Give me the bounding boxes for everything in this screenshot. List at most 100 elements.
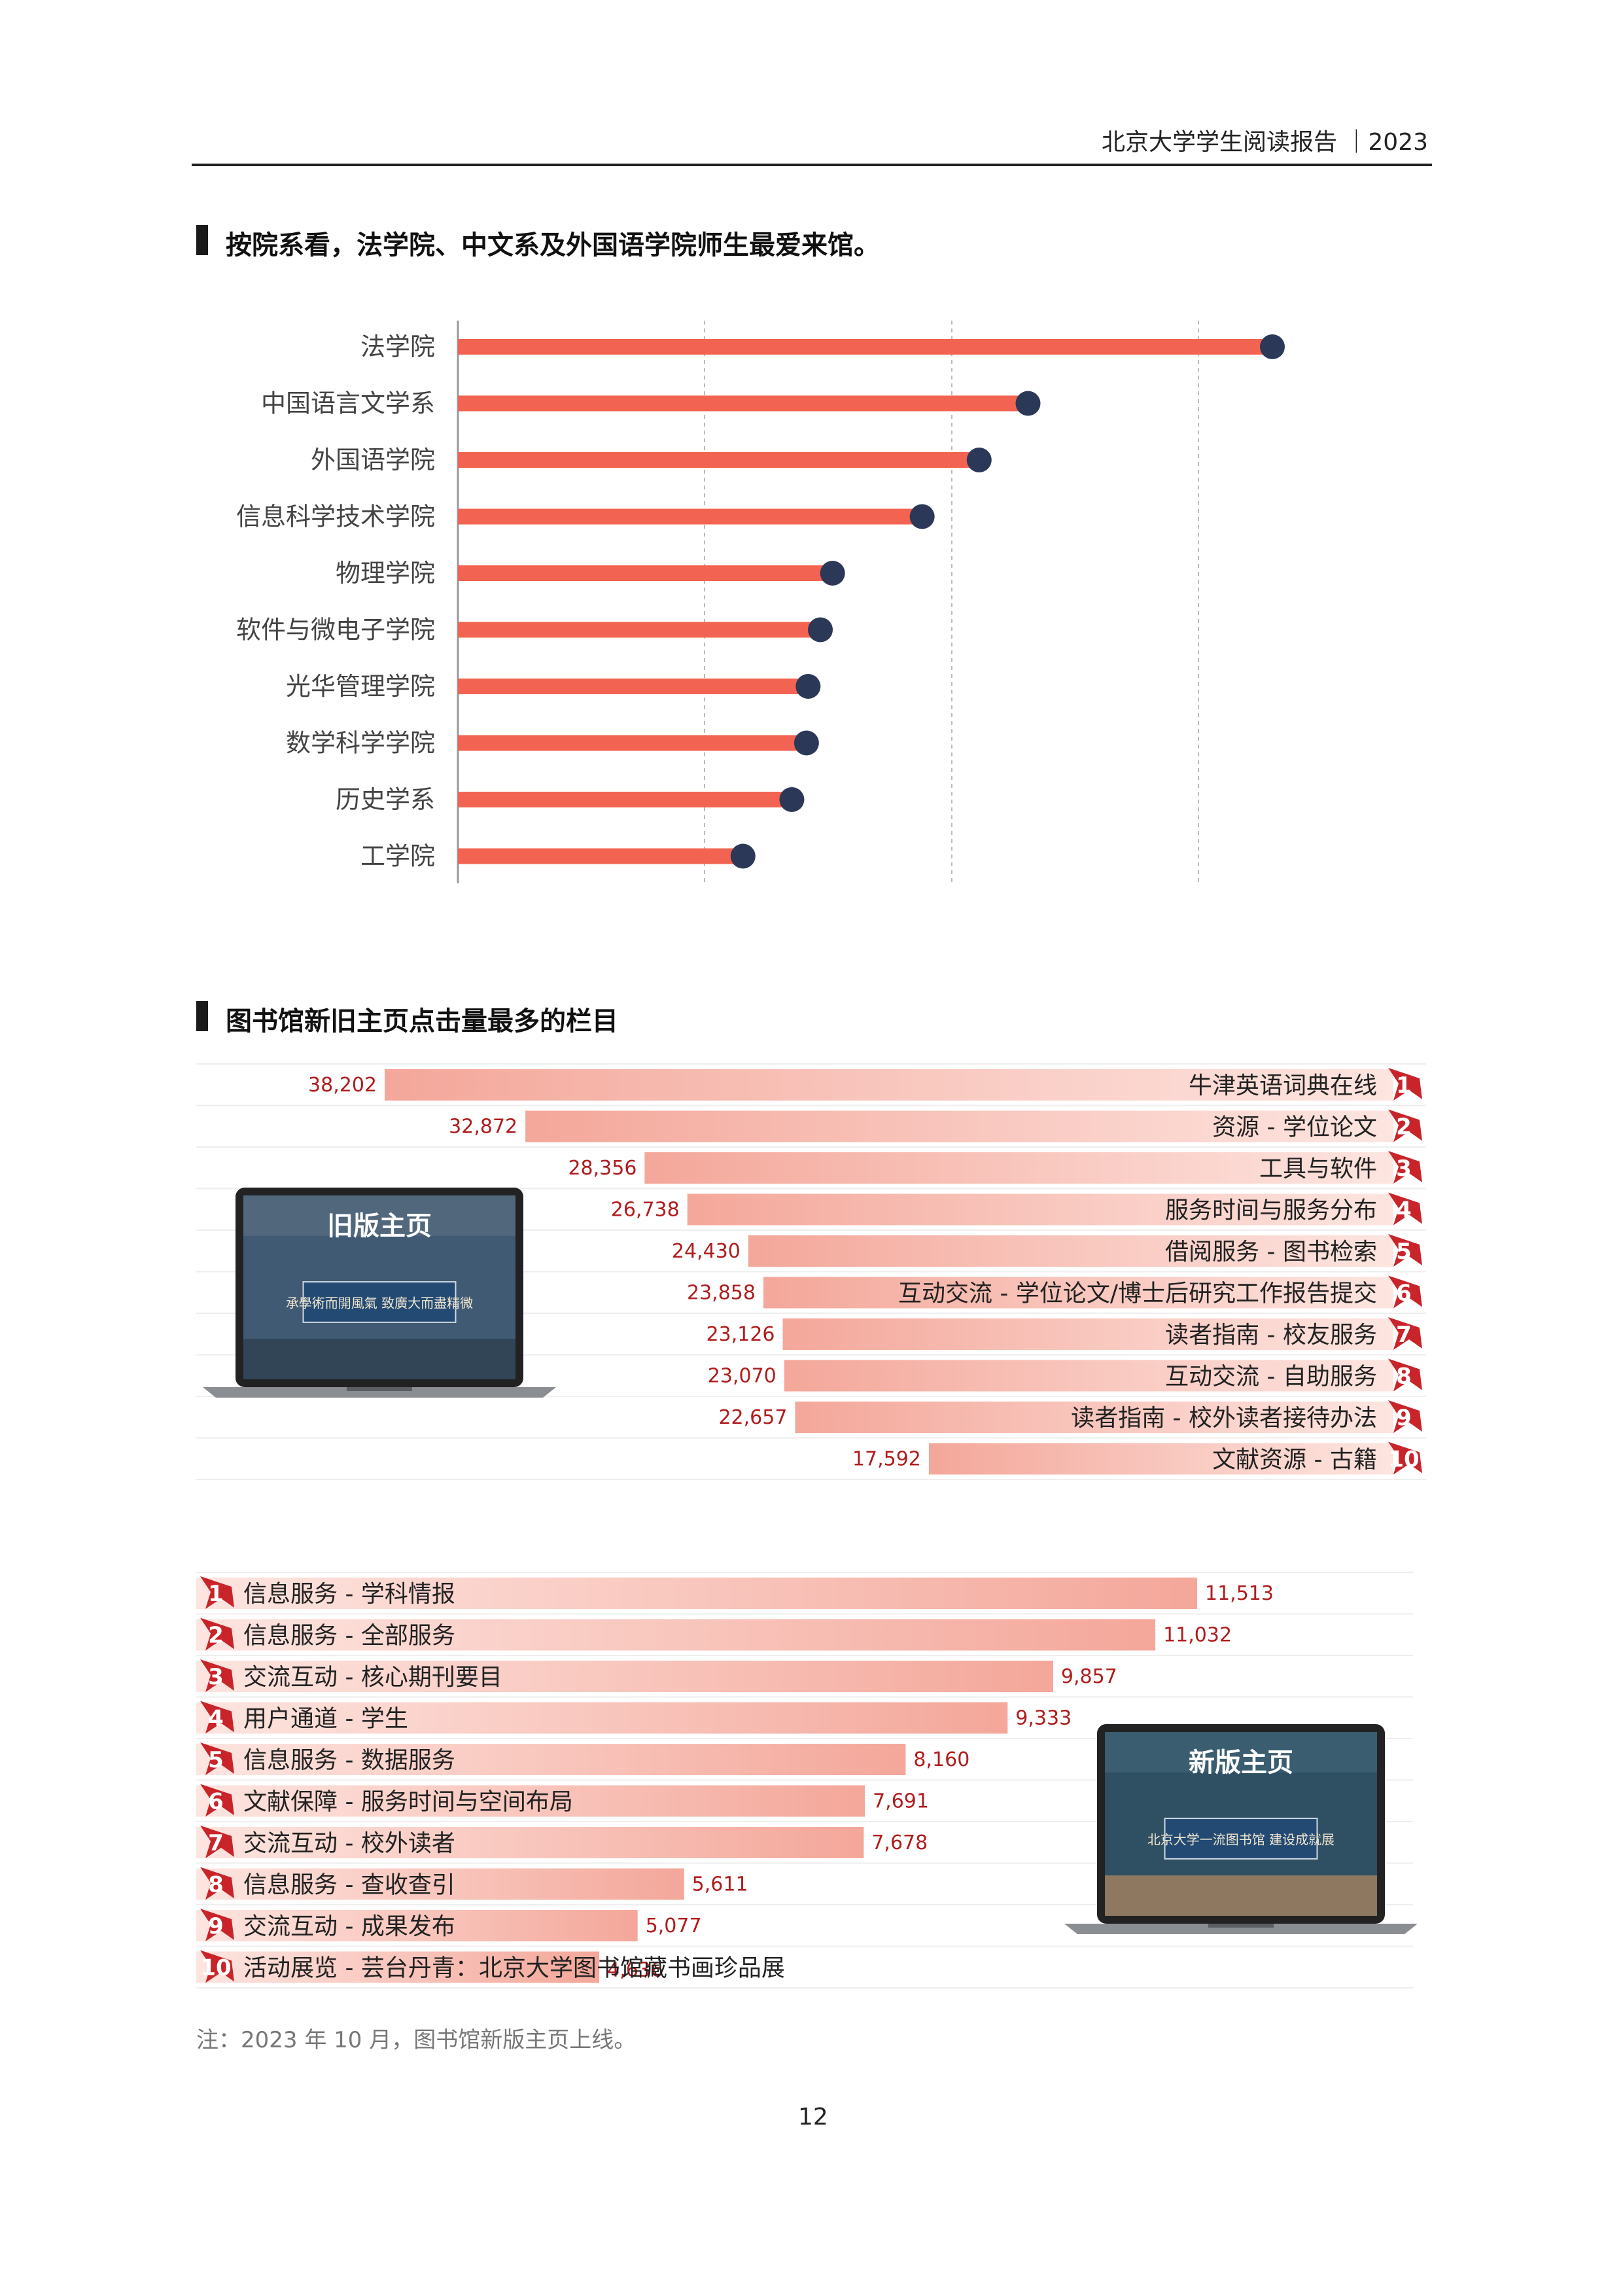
rank-badge: 9 [200,1909,234,1941]
old-bar-value: 23,070 [708,1365,777,1388]
new-bar [196,1744,906,1775]
new-bar-label: 文献保障 - 服务时间与空间布局 [243,1789,573,1816]
section1-title: 按院系看，法学院、中文系及外国语学院师生最爱来馆。 [226,230,880,260]
rank-badge: 4 [1388,1192,1422,1226]
new-bar-value: 5,077 [646,1915,702,1937]
old-bar [763,1277,1393,1309]
old-bar-value: 22,657 [718,1406,787,1429]
dept-bar [458,565,833,581]
dept-label: 历史学系 [336,785,435,814]
rank-badge-shape [200,1867,234,1900]
rank-badge-shape [1388,1275,1422,1309]
old-bar-label: 牛津英语词典在线 [1189,1072,1377,1099]
rank-number: 8 [1396,1364,1412,1390]
old-bar-label: 工具与软件 [1259,1156,1377,1182]
new-bar-value: 11,513 [1205,1582,1274,1605]
old-bar-value: 26,738 [611,1199,680,1222]
old-bar-label: 互动交流 - 自助服务 [1165,1364,1377,1390]
rank-badge: 3 [200,1659,234,1692]
rank-badge-shape [200,1909,234,1941]
new-bar-value: 4,636 [607,1959,663,1982]
rank-badge-shape [1388,1317,1422,1350]
new-bar-value: 9,333 [1015,1707,1072,1730]
rank-number: 1 [208,1581,224,1607]
rank-badge: 4 [200,1701,234,1734]
rank-badge-shape [1388,1151,1422,1184]
new-bar [196,1785,865,1817]
old-bar [385,1069,1393,1101]
dept-dot [909,504,935,529]
old-bar-label: 文献资源 - 古籍 [1212,1447,1377,1474]
new-bar [196,1619,1156,1651]
rank-badge: 7 [1388,1317,1422,1350]
old-bar [687,1193,1393,1226]
rank-number: 8 [208,1872,224,1898]
dept-dot [779,787,805,812]
rank-badge: 5 [200,1742,234,1775]
report-header: 北京大学学生阅读报告 ｜2023 [1101,129,1428,156]
laptop-title: 新版主页 [1189,1748,1293,1778]
new-bar-label: 交流互动 - 核心期刊要目 [243,1664,502,1691]
screen-banner [1164,1818,1318,1860]
rank-number: 4 [1396,1197,1412,1224]
rank-badge-shape [1388,1441,1422,1475]
footnote: 注：2023 年 10 月，图书馆新版主页上线。 [196,2027,637,2053]
screen-footer-band [243,1339,515,1379]
laptop-notch [347,1387,412,1391]
rank-badge-shape [200,1826,234,1858]
rank-badge: 1 [1388,1068,1422,1101]
dept-dot [794,730,819,756]
dept-label: 光华管理学院 [286,672,435,701]
rank-badge-shape [200,1701,234,1734]
new-bar [196,1702,1008,1734]
new-bar [196,1827,864,1858]
rank-badge-shape [200,1950,234,1983]
rank-number: 9 [208,1913,224,1939]
homepage-clicks-chart: 38,202 牛津英语词典在线 1 32,872 资源 - 学位论文 2 28,356 工具与… [196,1063,1426,1988]
dept-bar [458,792,792,807]
screen-banner [302,1281,457,1323]
new-bar-value: 7,691 [873,1790,929,1813]
rank-badge-shape [200,1576,234,1609]
old-bar-label: 借阅服务 - 图书检索 [1165,1239,1377,1265]
dept-label: 信息科学技术学院 [236,503,435,531]
old-bar-value: 24,430 [672,1240,741,1263]
dept-label: 数学科学学院 [286,729,435,758]
laptop-base [203,1387,556,1398]
header-rule [192,164,1432,166]
rank-number: 10 [1388,1447,1419,1473]
new-bar-label: 信息服务 - 全部服务 [243,1623,455,1650]
dept-dot [820,561,845,586]
new-bar-value: 11,032 [1163,1624,1232,1647]
old-bar-value: 28,356 [568,1157,637,1180]
section2-title: 图书馆新旧主页点击量最多的栏目 [226,1006,618,1036]
old-bar-value: 23,126 [707,1323,775,1346]
old-bar-value: 38,202 [308,1074,377,1097]
rank-number: 9 [1396,1405,1412,1431]
rank-number: 10 [200,1955,231,1981]
rank-badge: 6 [1388,1275,1422,1309]
dept-label: 物理学院 [336,559,435,588]
rank-number: 6 [1396,1280,1412,1307]
old-bar [784,1360,1393,1392]
old-bar-value: 23,858 [687,1282,756,1305]
old-bar [525,1110,1394,1142]
dept-bar [458,679,809,694]
old-bar [644,1152,1393,1184]
dept-label: 外国语学院 [311,446,435,474]
rank-number: 7 [1396,1322,1412,1348]
laptop-title: 旧版主页 [327,1211,432,1241]
screen-banner-text: 北京大学一流图书馆 建设成就展 [1147,1831,1335,1847]
laptop-base [1064,1924,1418,1934]
rank-badge-shape [1388,1234,1422,1267]
new-bar [196,1910,638,1941]
new-bar-label: 信息服务 - 学科情报 [243,1581,455,1608]
rank-badge: 7 [200,1826,234,1858]
old-bar-label: 读者指南 - 校外读者接待办法 [1071,1405,1377,1432]
new-bar-value: 5,611 [692,1873,748,1896]
dept-bar [458,508,922,525]
rank-number: 2 [1396,1114,1412,1140]
new-bar-value: 8,160 [913,1748,969,1771]
old-bar-value: 32,872 [449,1116,517,1139]
